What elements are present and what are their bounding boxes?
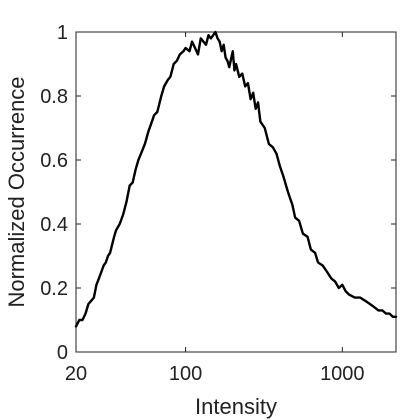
y-axis-label: Normalized Occurrence	[4, 76, 29, 307]
y-tick-0-6-label: 0.6	[40, 150, 68, 172]
y-tick-1-label: 1	[57, 22, 68, 44]
series-line-0	[74, 30, 398, 328]
y-tick-0-4-label: 0.4	[40, 214, 68, 236]
plot-frame	[75, 31, 397, 353]
series-layer	[74, 30, 398, 328]
y-tick-0-2-label: 0.2	[40, 278, 68, 300]
y-tick-0-label: 0	[57, 342, 68, 364]
x-axis-label: Intensity	[195, 394, 277, 419]
y-axis: 0 0.2 0.4 0.6 0.8 1	[40, 22, 396, 364]
x-tick-100-label: 100	[169, 363, 202, 385]
x-axis: 20 100 1000	[65, 32, 365, 385]
x-tick-1000-label: 1000	[320, 363, 365, 385]
x-tick-20-label: 20	[65, 363, 87, 385]
y-tick-0-8-label: 0.8	[40, 86, 68, 108]
